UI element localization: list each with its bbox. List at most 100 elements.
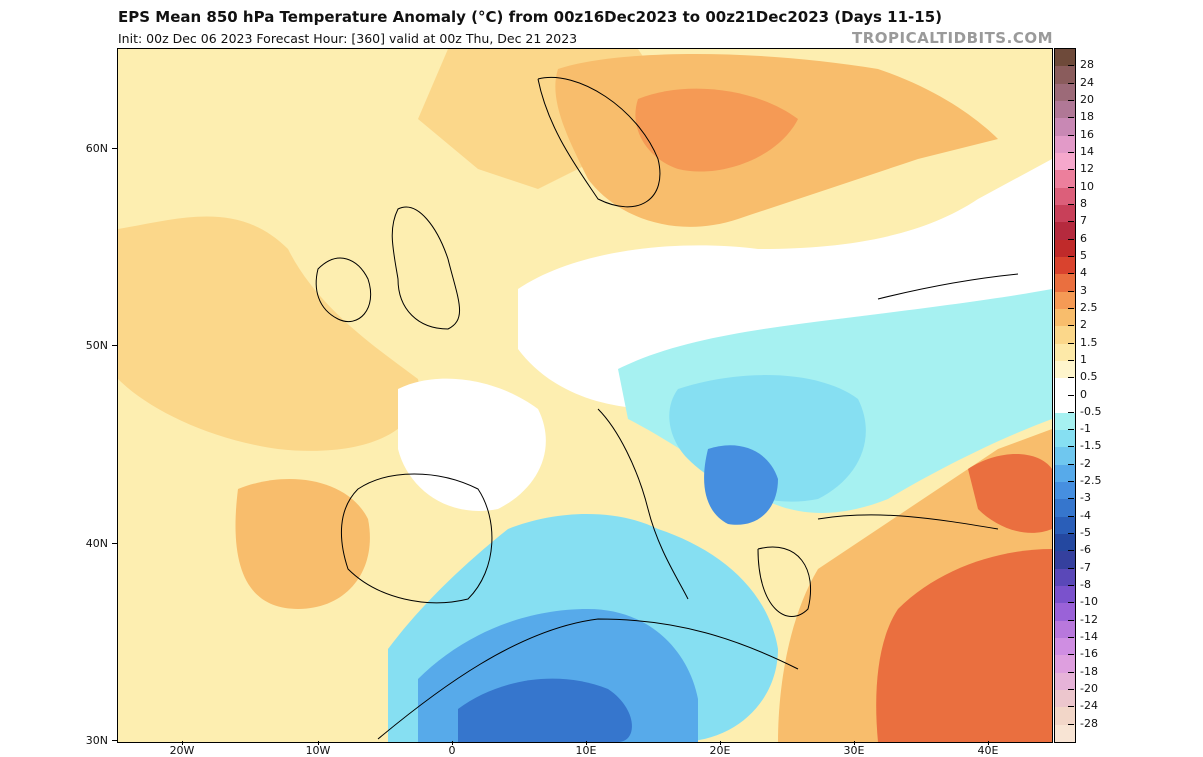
colorbar-segment [1055,690,1075,708]
colorbar-segment [1055,204,1075,223]
colorbar-tick [1068,255,1074,257]
colorbar-segment [1055,534,1075,552]
iberia-outline [340,473,493,604]
colorbar-label: -14 [1080,630,1098,644]
colorbar-label: -1.5 [1080,439,1102,453]
colorbar-label: -7 [1080,560,1091,574]
colorbar-label: 0.5 [1080,370,1098,384]
lat-tick-30n [112,740,117,741]
north-africa-cold-core [458,678,632,742]
colorbar-tick [1068,117,1074,119]
colorbar-label: -24 [1080,699,1098,713]
colorbar-label: -18 [1080,664,1098,678]
colorbar-tick [1068,481,1074,483]
lon-label-20e: 20E [709,744,731,757]
colorbar-segment [1055,430,1075,448]
lon-label-10w: 10W [305,744,331,757]
colorbar-tick [1068,637,1074,639]
colorbar-tick [1068,134,1074,136]
colorbar-segment [1055,378,1075,396]
colorbar-label: 2.5 [1080,300,1098,314]
lat-label-30n: 30N [85,734,108,747]
norway-outline [537,77,661,208]
colorbar-segment [1055,49,1075,67]
lon-label-0: 0 [448,744,456,757]
colorbar-segment [1055,222,1075,241]
colorbar-segment [1055,620,1075,639]
colorbar-tick [1068,394,1074,396]
colorbar-tick [1068,602,1074,604]
lon-tick-10w [318,741,319,745]
scandinavia-warm-core [635,88,798,172]
colorbar-segment [1055,586,1075,604]
greece-outline [757,546,812,617]
colorbar-segment [1055,482,1075,500]
colorbar-label: 8 [1080,196,1087,210]
lat-label-50n: 50N [85,339,108,352]
colorbar-segment [1055,343,1075,362]
colorbar-segment [1055,100,1075,119]
colorbar [1054,48,1076,743]
colorbar-segment [1055,655,1075,674]
colorbar-tick [1068,307,1074,309]
colorbar-tick [1068,273,1074,275]
north-africa-coast [377,618,799,740]
colorbar-tick [1068,619,1074,621]
colorbar-tick [1068,585,1074,587]
colorbar-tick [1068,359,1074,361]
colorbar-segment [1055,638,1075,656]
lat-label-40n: 40N [85,537,108,550]
colorbar-tick [1068,65,1074,67]
colorbar-segment [1055,724,1075,743]
colorbar-label: 18 [1080,110,1094,124]
colorbar-tick [1068,377,1074,379]
colorbar-segment [1055,499,1075,518]
colorbar-label: 0 [1080,387,1087,401]
colorbar-tick [1068,169,1074,171]
lat-tick-50n [112,345,117,346]
chart-title: EPS Mean 850 hPa Temperature Anomaly (°C… [118,8,943,26]
lat-tick-40n [112,543,117,544]
colorbar-tick [1068,550,1074,552]
turkey-coast [817,514,999,530]
lon-label-10e: 10E [575,744,597,757]
colorbar-label: -20 [1080,682,1098,696]
lon-label-40e: 40E [977,744,999,757]
colorbar-label: 3 [1080,283,1087,297]
colorbar-segment [1055,239,1075,258]
colorbar-label: -16 [1080,647,1098,661]
italy-outline [597,408,689,600]
colorbar-label: 16 [1080,127,1094,141]
colorbar-tick [1068,533,1074,535]
colorbar-label: 24 [1080,75,1094,89]
colorbar-tick [1068,238,1074,240]
lat-label-60n: 60N [85,142,108,155]
atlantic-warm-core [235,479,370,609]
caucasus-warm [968,454,1052,533]
colorbar-tick [1068,342,1074,344]
colorbar-segment [1055,256,1075,275]
map-canvas [118,49,1052,742]
colorbar-segment [1055,707,1075,726]
black-sea-north [877,273,1019,300]
colorbar-label: 1.5 [1080,335,1098,349]
lon-label-20w: 20W [169,744,195,757]
colorbar-segment [1055,83,1075,102]
colorbar-segment [1055,551,1075,570]
france-neutral [398,378,546,511]
colorbar-tick [1068,498,1074,500]
chart-subtitle: Init: 00z Dec 06 2023 Forecast Hour: [36… [118,31,578,46]
colorbar-label: -5 [1080,526,1091,540]
colorbar-label: -2 [1080,456,1091,470]
colorbar-tick [1068,429,1074,431]
colorbar-segment [1055,603,1075,622]
colorbar-label: -2.5 [1080,474,1102,488]
colorbar-label: 14 [1080,144,1094,158]
colorbar-tick [1068,99,1074,101]
lon-tick-20w [182,741,183,745]
colorbar-segment [1055,66,1075,85]
lon-tick-10e [586,741,587,745]
colorbar-tick [1068,671,1074,673]
colorbar-segment [1055,274,1075,293]
colorbar-label: 6 [1080,231,1087,245]
